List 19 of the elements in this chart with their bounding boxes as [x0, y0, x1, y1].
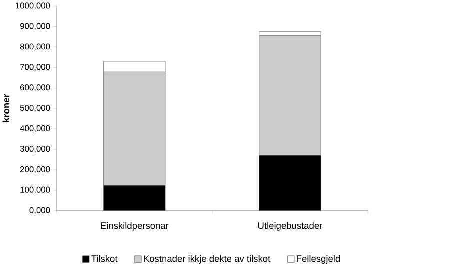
y-tick-label: 200,000	[20, 166, 50, 174]
legend-label: Kostnader ikkje dekte av tilskot	[144, 255, 271, 264]
bar	[104, 186, 166, 211]
y-tick-label: 900,000	[20, 23, 50, 30]
legend-label: Fellesgjeld	[297, 255, 340, 264]
y-tick-label: 700,000	[20, 64, 50, 72]
y-tick-label: 300,000	[20, 146, 50, 154]
x-tick-label: Utleigebustader	[258, 222, 322, 232]
y-tick-label: 0,000	[30, 207, 50, 214]
y-axis-title: kroner	[2, 94, 10, 122]
legend-label: Tilskot	[92, 255, 118, 262]
y-tick-label: 500,000	[20, 105, 50, 112]
y-tick-label: 400,000	[20, 126, 50, 133]
y-tick-label: 800,000	[20, 44, 50, 51]
bar	[259, 156, 322, 211]
y-tick-label: 600,000	[20, 84, 50, 92]
x-tick-label: Einskildpersonar	[101, 222, 169, 232]
y-tick-label: 1000,000	[16, 2, 50, 10]
y-tick-label: 100,000	[20, 187, 50, 194]
